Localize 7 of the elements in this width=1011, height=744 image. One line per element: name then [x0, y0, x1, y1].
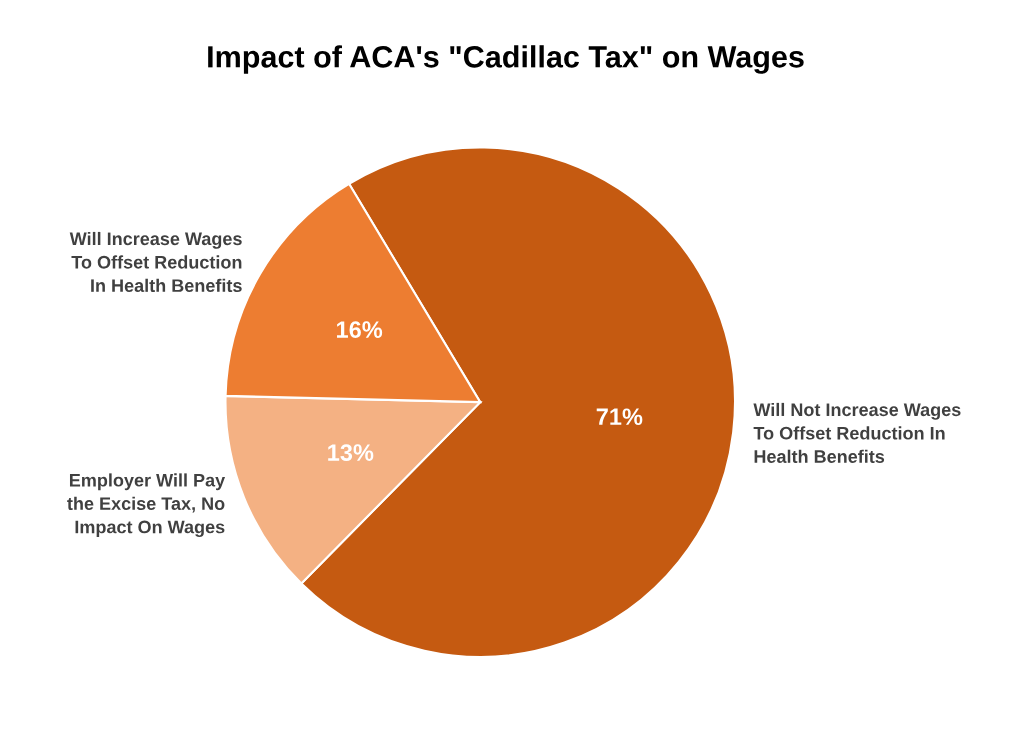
slice-label: Will Not Increase Wages To Offset Reduction In Health Benefits [753, 402, 961, 463]
chart-title: Impact of ACA's "Cadillac Tax" on Wages [208, 45, 804, 74]
slice-label: Employer Will Pay the Excise Tax, No Impact On Wages [67, 473, 226, 538]
slice-label: Will Increase Wages To Offset Reduction In Health Benefits [69, 231, 242, 293]
data-label: 71% [596, 408, 643, 426]
data-label: 13% [328, 444, 374, 461]
data-label: 16% [337, 321, 383, 338]
